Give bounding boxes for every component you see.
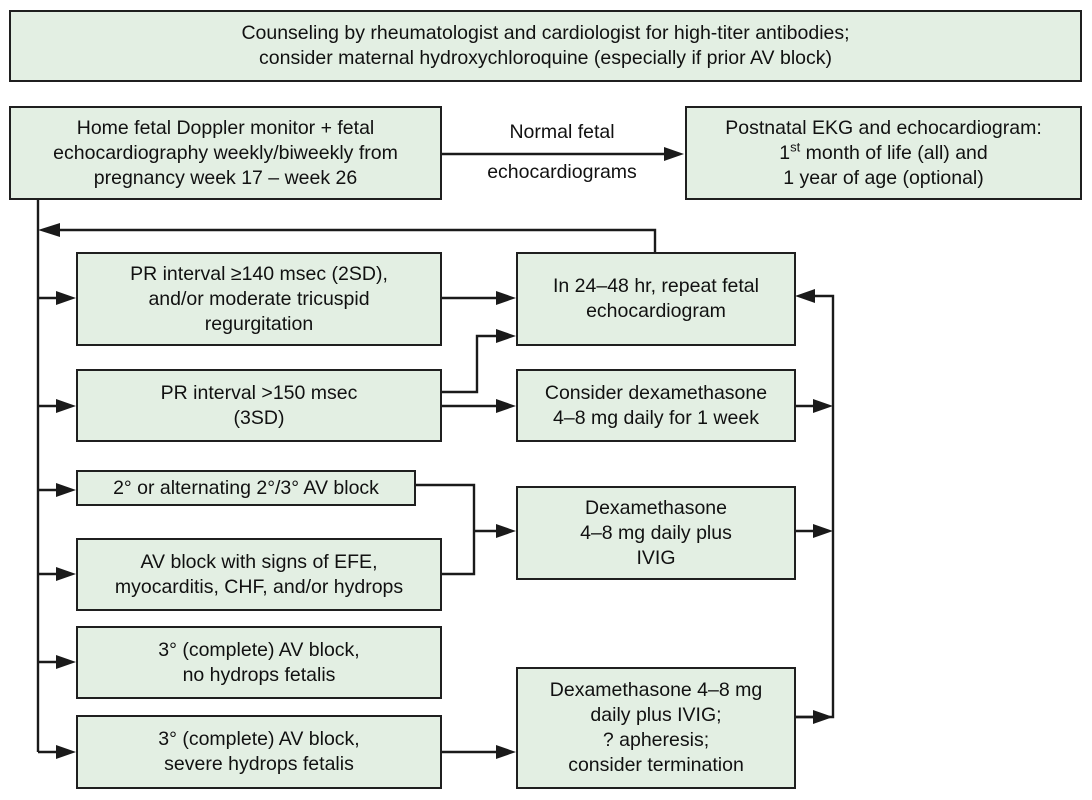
right-return-line [795, 294, 835, 719]
consider-dex-box: Consider dexamethasone 4–8 mg daily for … [516, 369, 796, 442]
consider-dex-line-2: 4–8 mg daily for 1 week [553, 406, 759, 429]
normal-echo-label-line-2: echocardiograms [487, 161, 637, 183]
av-efe-line-2: myocarditis, CHF, and/or hydrops [114, 575, 404, 598]
arrowhead-repeat-return [795, 289, 815, 303]
pr150-to-repeat-line [441, 334, 498, 394]
monitoring-line-3: pregnancy week 17 – week 26 [93, 166, 358, 189]
monitoring-line-2: echocardiography weekly/biweekly from [53, 141, 398, 164]
av-efe-box: AV block with signs of EFE, myocarditis,… [76, 538, 442, 611]
postnatal-line-2: 1st month of life (all) and [779, 139, 988, 166]
pr140-line-2: and/or moderate tricuspid [148, 287, 370, 310]
postnatal-line-2-number: 1 [779, 141, 791, 164]
pr140-box: PR interval ≥140 msec (2SD), and/or mode… [76, 252, 442, 346]
dex-apheresis-box: Dexamethasone 4–8 mg daily plus IVIG; ? … [516, 667, 796, 789]
arrowhead-postnatal [664, 147, 684, 161]
av-efe-line-1: AV block with signs of EFE, [140, 550, 378, 573]
counseling-line-2: consider maternal hydroxychloroquine (es… [259, 47, 832, 69]
pr150-line-1: PR interval >150 msec [160, 381, 358, 404]
dex-apheresis-line-3: ? apheresis; [602, 729, 710, 751]
repeat-echo-line-2: echocardiogram [586, 300, 726, 322]
complete-severe-line-1: 3° (complete) AV block, [158, 728, 360, 750]
complete-severe-box: 3° (complete) AV block, severe hydrops f… [76, 715, 442, 789]
dex-apheresis-line-1: Dexamethasone 4–8 mg [549, 679, 763, 701]
normal-echo-label: Normal fetal [462, 120, 662, 144]
postnatal-box: Postnatal EKG and echocardiogram: 1st mo… [685, 106, 1082, 200]
complete-no-hydrops-line-1: 3° (complete) AV block, [158, 638, 360, 661]
monitoring-line-1: Home fetal Doppler monitor + fetal [76, 116, 375, 139]
monitoring-box: Home fetal Doppler monitor + fetal echoc… [9, 106, 442, 200]
normal-echo-label-line-1: Normal fetal [509, 121, 615, 143]
counseling-line-1: Counseling by rheumatologist and cardiol… [241, 22, 850, 44]
feedback-arrowhead [38, 223, 60, 237]
counseling-box: Counseling by rheumatologist and cardiol… [9, 10, 1082, 82]
arrowhead-right-from-dex-ivig [813, 524, 833, 538]
consider-dex-line-1: Consider dexamethasone [544, 381, 768, 404]
arrowhead-repeat-from-pr140 [496, 291, 516, 305]
pr150-box: PR interval >150 msec (3SD) [76, 369, 442, 442]
arrowhead-second-degree [56, 483, 76, 497]
postnatal-line-2-rest: month of life (all) and [800, 141, 988, 164]
postnatal-line-2-superscript: st [790, 139, 801, 154]
complete-no-hydrops-line-2: no hydrops fetalis [182, 663, 336, 686]
arrowhead-right-from-apheresis [813, 710, 833, 724]
dex-apheresis-line-2: daily plus IVIG; [590, 704, 722, 726]
second-degree-line-1: 2° or alternating 2°/3° AV block [113, 476, 379, 499]
postnatal-line-3: 1 year of age (optional) [783, 166, 984, 189]
arrowhead-dex-ivig [496, 524, 516, 538]
arrowhead-pr140 [56, 291, 76, 305]
pr150-line-2: (3SD) [233, 406, 285, 429]
postnatal-line-1: Postnatal EKG and echocardiogram: [725, 116, 1042, 139]
arrowhead-complete-severe [56, 745, 76, 759]
arrowhead-repeat-from-pr150 [496, 329, 516, 343]
arrowhead-complete-no-hydrops [56, 655, 76, 669]
arrowhead-pr150 [56, 399, 76, 413]
arrowhead-av-efe [56, 567, 76, 581]
arrowhead-right-from-consider-dex [813, 399, 833, 413]
second-degree-box: 2° or alternating 2°/3° AV block [76, 470, 416, 506]
dex-ivig-box: Dexamethasone 4–8 mg daily plus IVIG [516, 486, 796, 580]
repeat-echo-box: In 24–48 hr, repeat fetal echocardiogram [516, 252, 796, 346]
complete-severe-line-2: severe hydrops fetalis [164, 753, 354, 775]
pr140-line-3: regurgitation [204, 312, 314, 335]
arrowhead-consider-dex [496, 399, 516, 413]
dex-ivig-line-1: Dexamethasone [584, 496, 727, 519]
complete-no-hydrops-box: 3° (complete) AV block, no hydrops fetal… [76, 626, 442, 699]
arrowhead-apheresis [496, 745, 516, 759]
normal-echo-label-lower: echocardiograms [462, 160, 662, 184]
pr140-line-1: PR interval ≥140 msec (2SD), [130, 262, 388, 285]
dex-ivig-line-2: 4–8 mg daily plus [580, 521, 732, 544]
feedback-line [58, 228, 657, 252]
dex-apheresis-line-4: consider termination [568, 754, 744, 776]
repeat-echo-line-1: In 24–48 hr, repeat fetal [553, 275, 759, 297]
merge-bracket-line [415, 483, 476, 576]
dex-ivig-line-3: IVIG [636, 546, 676, 569]
